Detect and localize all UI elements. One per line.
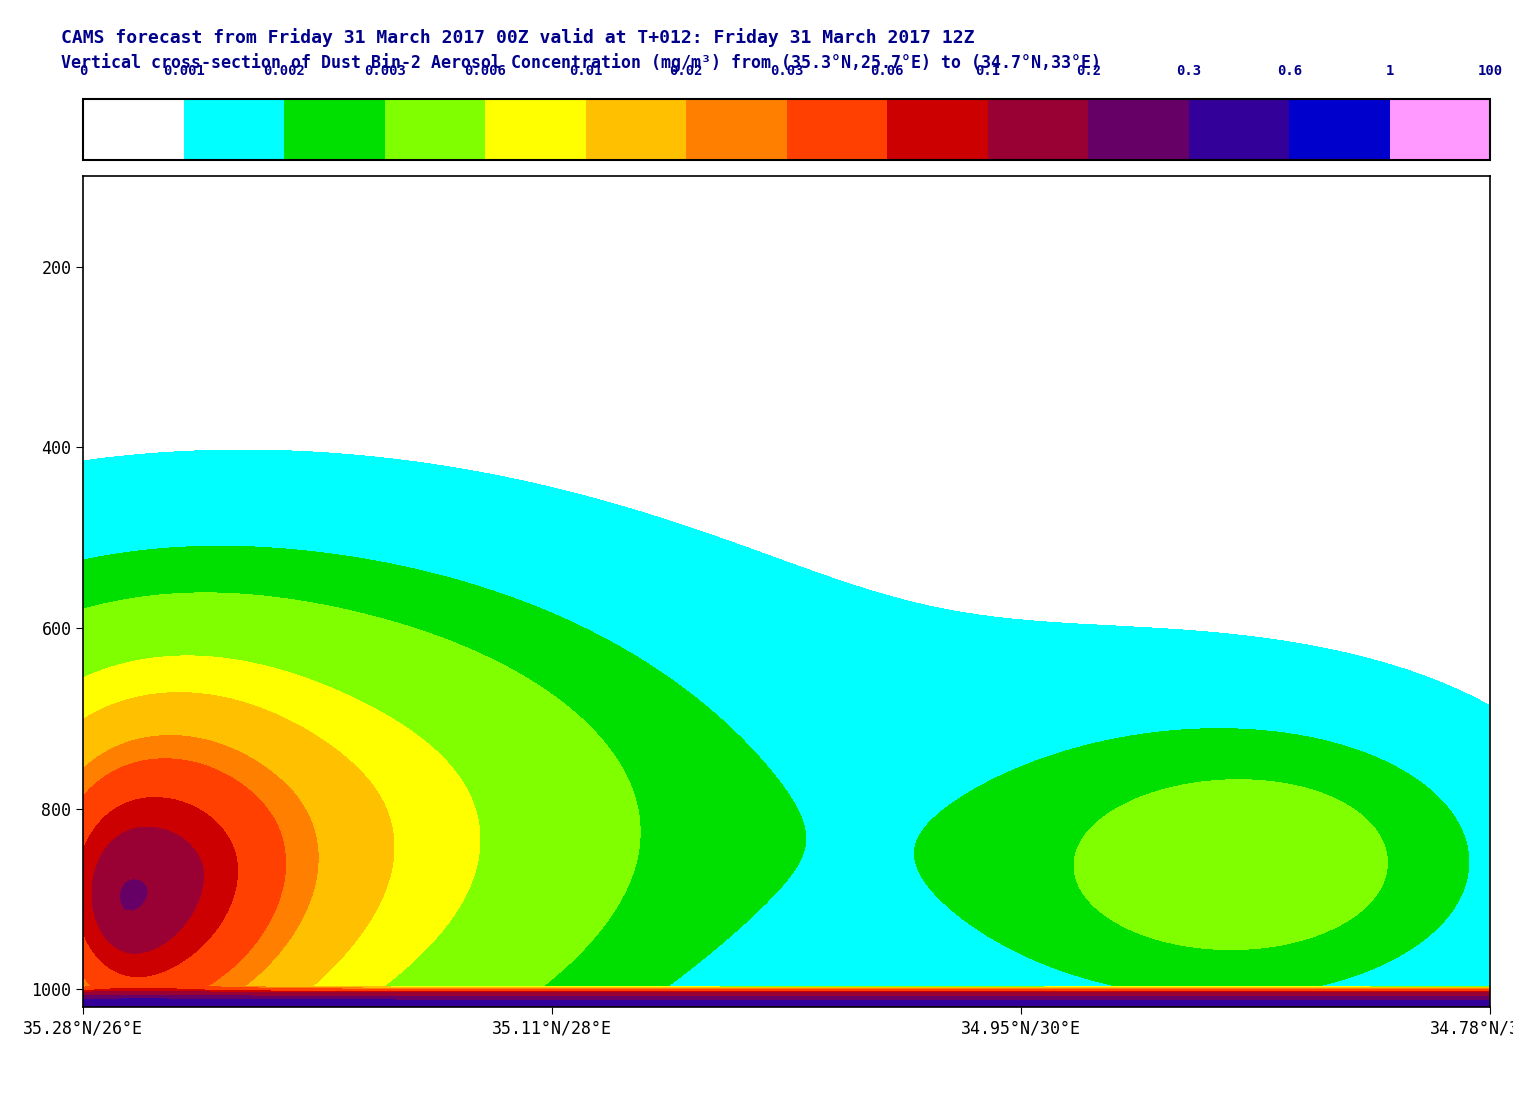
Text: 0.006: 0.006 bbox=[464, 64, 507, 78]
FancyBboxPatch shape bbox=[83, 99, 183, 160]
Text: 0.003: 0.003 bbox=[363, 64, 405, 78]
Text: 0.002: 0.002 bbox=[263, 64, 306, 78]
FancyBboxPatch shape bbox=[486, 99, 586, 160]
Text: 0.02: 0.02 bbox=[670, 64, 704, 78]
Text: 0.2: 0.2 bbox=[1076, 64, 1101, 78]
FancyBboxPatch shape bbox=[1289, 99, 1390, 160]
Text: 0: 0 bbox=[79, 64, 88, 78]
Text: 0.06: 0.06 bbox=[870, 64, 903, 78]
Text: 1: 1 bbox=[1386, 64, 1393, 78]
FancyBboxPatch shape bbox=[887, 99, 988, 160]
Text: 0.001: 0.001 bbox=[163, 64, 204, 78]
Text: 100: 100 bbox=[1478, 64, 1502, 78]
FancyBboxPatch shape bbox=[1189, 99, 1289, 160]
FancyBboxPatch shape bbox=[1390, 99, 1490, 160]
Text: 0.6: 0.6 bbox=[1277, 64, 1301, 78]
Text: Vertical cross-section of Dust Bin-2 Aerosol Concentration (mg/m³) from (35.3°N,: Vertical cross-section of Dust Bin-2 Aer… bbox=[61, 53, 1100, 72]
FancyBboxPatch shape bbox=[586, 99, 687, 160]
FancyBboxPatch shape bbox=[787, 99, 887, 160]
FancyBboxPatch shape bbox=[183, 99, 284, 160]
FancyBboxPatch shape bbox=[988, 99, 1088, 160]
Text: 0.01: 0.01 bbox=[569, 64, 602, 78]
Text: 0.03: 0.03 bbox=[770, 64, 803, 78]
FancyBboxPatch shape bbox=[1088, 99, 1189, 160]
Text: CAMS forecast from Friday 31 March 2017 00Z valid at T+012: Friday 31 March 2017: CAMS forecast from Friday 31 March 2017 … bbox=[61, 28, 974, 46]
Text: 0.3: 0.3 bbox=[1176, 64, 1201, 78]
FancyBboxPatch shape bbox=[284, 99, 384, 160]
FancyBboxPatch shape bbox=[384, 99, 486, 160]
FancyBboxPatch shape bbox=[687, 99, 787, 160]
Text: 0.1: 0.1 bbox=[976, 64, 1000, 78]
